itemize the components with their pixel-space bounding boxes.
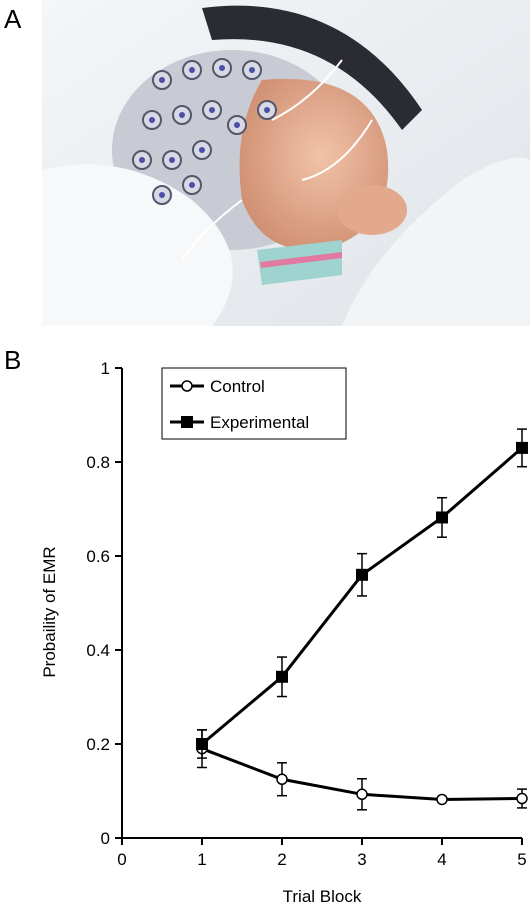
y-tick-label: 0 bbox=[101, 829, 110, 848]
blanket-fold-left bbox=[42, 164, 233, 326]
legend-label: Control bbox=[210, 377, 265, 396]
series-control bbox=[196, 729, 528, 811]
x-axis-label: Trial Block bbox=[283, 887, 362, 906]
x-ticks: 0 1 2 3 4 5 bbox=[117, 838, 527, 869]
x-tick-label: 2 bbox=[277, 850, 286, 869]
panel-label-a: A bbox=[4, 4, 22, 34]
data-point-circle bbox=[436, 793, 448, 806]
y-tick-label: 0.2 bbox=[86, 735, 110, 754]
y-ticks: 0 0.2 0.4 0.6 0.8 1 bbox=[86, 359, 122, 848]
legend-box bbox=[161, 367, 347, 440]
blanket-fold-right bbox=[342, 157, 530, 326]
electrode-centers bbox=[139, 65, 270, 198]
data-point-square bbox=[516, 441, 528, 454]
legend-label: Experimental bbox=[210, 413, 309, 432]
legend-marker-circle bbox=[181, 380, 193, 392]
legend: Control Experimental bbox=[161, 367, 347, 440]
legend-marker-square bbox=[181, 416, 193, 428]
data-point-square bbox=[196, 738, 208, 750]
series-layer bbox=[196, 428, 528, 811]
data-point-square bbox=[436, 511, 448, 524]
y-tick-label: 0.6 bbox=[86, 547, 110, 566]
data-point-circle bbox=[276, 773, 288, 785]
data-point-circle bbox=[356, 788, 368, 801]
y-axis-label: Probaility of EMR bbox=[40, 546, 59, 677]
y-tick-label: 0.4 bbox=[86, 641, 110, 660]
infant-eeg-photo bbox=[42, 0, 530, 326]
infant-hand bbox=[337, 185, 407, 235]
data-point-circle bbox=[516, 792, 528, 805]
x-tick-label: 5 bbox=[517, 850, 526, 869]
y-tick-label: 1 bbox=[101, 359, 110, 378]
x-tick-label: 3 bbox=[357, 850, 366, 869]
series-experimental bbox=[196, 428, 528, 759]
headrest bbox=[202, 5, 422, 130]
x-tick-label: 1 bbox=[197, 850, 206, 869]
data-point-square bbox=[356, 568, 368, 581]
chart-axes bbox=[121, 368, 522, 839]
x-tick-label: 4 bbox=[437, 850, 446, 869]
data-point-square bbox=[276, 670, 288, 683]
electrode-wires bbox=[181, 59, 373, 261]
panel-label-b: B bbox=[4, 345, 22, 375]
x-tick-label: 0 bbox=[117, 850, 126, 869]
y-tick-label: 0.8 bbox=[86, 453, 110, 472]
